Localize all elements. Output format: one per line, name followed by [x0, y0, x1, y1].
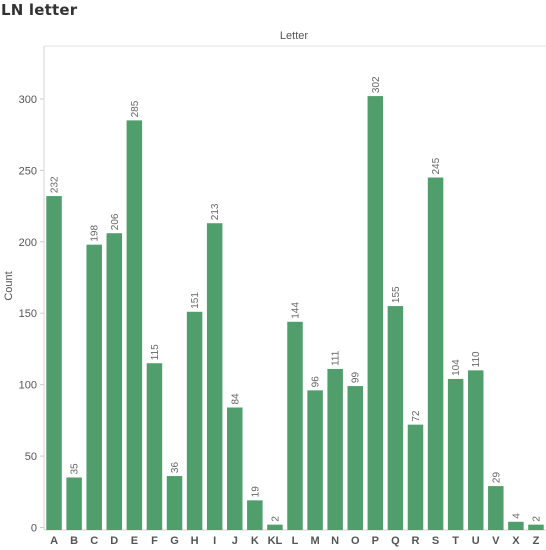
bar-p[interactable]: [367, 96, 384, 530]
bar-d[interactable]: [106, 233, 123, 530]
bar-e[interactable]: [126, 120, 143, 530]
y-axis-ticks: 0 50 100 150 200 250 300: [19, 94, 44, 535]
bar-v[interactable]: [488, 486, 504, 530]
bar-t[interactable]: [447, 378, 464, 530]
bar-value-label: 4: [511, 513, 522, 519]
bar-h[interactable]: [186, 311, 203, 530]
bar-value-label: 302: [371, 76, 382, 93]
x-tick-label: M: [310, 535, 319, 547]
bar-value-label: 151: [190, 292, 201, 309]
bar-value-label: 206: [110, 213, 121, 230]
chart-page-title: LN letter: [1, 1, 78, 19]
bar-value-label: 111: [331, 350, 342, 366]
bar-x[interactable]: [508, 521, 524, 530]
bar-s[interactable]: [427, 177, 444, 530]
x-tick-label: C: [90, 535, 98, 547]
y-tick-label: 50: [25, 451, 37, 463]
x-tick-label: Q: [391, 535, 400, 547]
x-tick-label: J: [232, 535, 238, 547]
bar-value-label: 104: [451, 359, 462, 376]
bar-value-label: 213: [210, 203, 221, 220]
x-tick-label: U: [472, 535, 480, 547]
bar-g[interactable]: [166, 476, 183, 530]
x-tick-label: P: [372, 535, 379, 547]
bar-f[interactable]: [146, 363, 163, 530]
y-tick-label: 200: [19, 237, 37, 249]
bar-j[interactable]: [227, 407, 243, 530]
x-tick-label: E: [131, 535, 138, 547]
bar-value-label: 72: [411, 410, 422, 422]
bar-value-label: 35: [70, 463, 81, 475]
x-tick-label: KL: [268, 535, 283, 547]
x-tick-label: B: [70, 535, 78, 547]
bar-value-label: 99: [351, 372, 362, 384]
bar-b[interactable]: [66, 477, 82, 530]
bar-value-label: 155: [391, 286, 402, 303]
y-tick-label: 250: [19, 165, 37, 177]
bar-u[interactable]: [467, 370, 484, 530]
x-tick-label: V: [492, 535, 500, 547]
x-tick-label: S: [432, 535, 439, 547]
bar-value-label: 29: [491, 472, 502, 484]
y-tick-label: 150: [19, 308, 37, 320]
bar-value-label: 144: [291, 302, 302, 319]
x-tick-label: A: [50, 535, 58, 547]
x-tick-label: T: [452, 535, 459, 547]
bar-m[interactable]: [307, 390, 323, 530]
bar-a[interactable]: [46, 196, 62, 530]
x-tick-label: G: [170, 535, 179, 547]
x-tick-label: N: [331, 535, 339, 547]
bar-k[interactable]: [247, 500, 263, 530]
bar-n[interactable]: [327, 368, 343, 530]
bar-c[interactable]: [86, 244, 102, 531]
x-tick-label: I: [213, 535, 216, 547]
bar-value-label: 2: [270, 516, 281, 522]
bar-value-label: 2: [531, 516, 542, 522]
bar-l[interactable]: [287, 321, 303, 530]
x-tick-label: X: [512, 535, 520, 547]
column-header-title: Letter: [280, 30, 308, 42]
x-tick-label: K: [251, 535, 259, 547]
bar-value-label: 198: [90, 225, 101, 242]
bar-value-label: 19: [250, 486, 261, 498]
bar-q[interactable]: [387, 306, 404, 530]
bar-value-label: 285: [130, 100, 141, 117]
bar-r[interactable]: [407, 424, 424, 530]
bar-o[interactable]: [347, 386, 363, 530]
bars-group: 2323519820628511536151213841921449611199…: [46, 76, 544, 531]
bar-i[interactable]: [206, 223, 223, 531]
y-tick-label: 300: [19, 94, 37, 106]
bar-value-label: 96: [311, 376, 322, 388]
x-axis-labels: A B C D E F G H I J K KL L M N O P Q R S T U V X Z: [50, 535, 540, 547]
y-tick-label: 0: [31, 523, 37, 535]
bar-value-label: 232: [50, 176, 61, 193]
x-tick-label: O: [351, 535, 360, 547]
x-tick-label: L: [292, 535, 299, 547]
y-axis-title: Count: [3, 271, 15, 300]
bar-value-label: 110: [471, 351, 482, 367]
bar-value-label: 245: [431, 157, 442, 174]
x-tick-label: Z: [533, 535, 540, 547]
x-tick-label: D: [110, 535, 118, 547]
bar-kl[interactable]: [267, 524, 283, 530]
bar-value-label: 36: [170, 462, 181, 474]
x-tick-label: H: [191, 535, 199, 547]
x-tick-label: F: [151, 535, 158, 547]
x-tick-label: R: [412, 535, 420, 547]
bar-value-label: 115: [150, 344, 161, 360]
bar-value-label: 84: [230, 393, 241, 405]
bar-z[interactable]: [528, 524, 544, 530]
y-tick-label: 100: [19, 380, 37, 392]
